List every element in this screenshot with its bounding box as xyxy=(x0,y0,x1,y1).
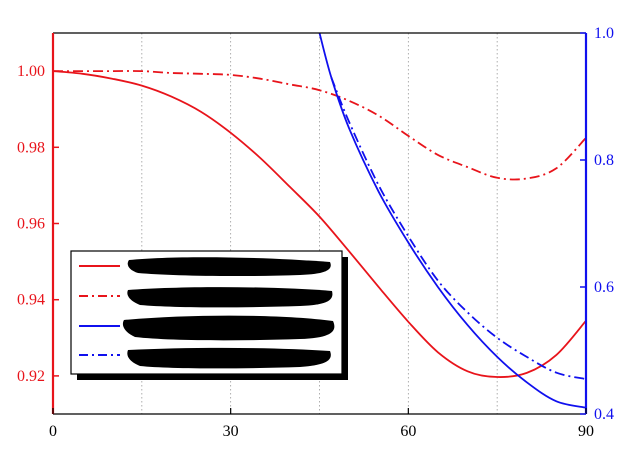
x-tick-label-60: 60 xyxy=(400,423,416,440)
ticks: 0 30 60 90 0.92 0.94 0.96 0.98 1.00 0.4 0.6 0.8 1.0 xyxy=(17,25,614,440)
left-tick-label-0.92: 0.92 xyxy=(17,368,45,385)
right-tick-label-1.0: 1.0 xyxy=(594,25,614,42)
series-line-3-solid xyxy=(318,32,587,409)
series-line-2-dashdot xyxy=(52,70,587,181)
right-tick-label-0.4: 0.4 xyxy=(594,406,614,423)
series-group xyxy=(52,32,587,409)
right-tick-label-0.8: 0.8 xyxy=(594,152,614,169)
legend-label-redaction-2 xyxy=(127,287,333,308)
legend-label-redaction-1 xyxy=(127,257,331,277)
series-line-4-dashdot xyxy=(330,77,587,380)
x-tick-label-0: 0 xyxy=(49,423,57,440)
x-tick-label-90: 90 xyxy=(578,423,594,440)
x-tick-label-30: 30 xyxy=(223,423,239,440)
left-tick-label-0.98: 0.98 xyxy=(17,139,45,156)
right-tick-label-0.6: 0.6 xyxy=(594,279,614,296)
left-tick-label-0.96: 0.96 xyxy=(17,216,45,233)
left-tick-label-1.00: 1.00 xyxy=(17,63,45,80)
left-tick-label-0.94: 0.94 xyxy=(17,292,45,309)
legend-label-redaction-4 xyxy=(127,347,331,369)
legend-label-redaction-3 xyxy=(122,315,335,341)
legend xyxy=(70,250,348,380)
series-line-1-solid xyxy=(52,70,587,378)
